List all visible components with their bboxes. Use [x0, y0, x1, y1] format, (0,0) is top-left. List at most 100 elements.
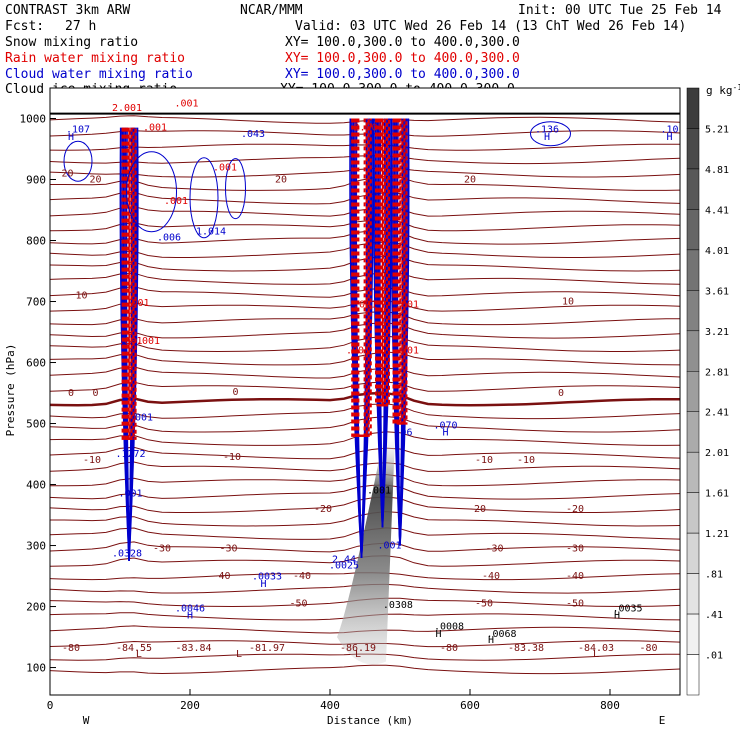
x-tick-label: 0: [47, 699, 54, 712]
temperature-label: L: [136, 649, 142, 660]
cloud-water-label: H: [68, 132, 74, 143]
temperature-label: 0: [558, 388, 564, 399]
colorbar-swatch: [686, 168, 700, 210]
temperature-label: -30: [485, 544, 503, 555]
rain-label: .001: [125, 298, 149, 309]
cloud-water-label: H: [187, 611, 193, 622]
colorbar-label: 3.21: [705, 327, 729, 338]
colorbar-swatch: [686, 573, 700, 615]
rain-contour: [394, 118, 406, 425]
y-tick-label: 400: [26, 479, 46, 492]
temperature-label: -20: [314, 504, 332, 515]
rain-contour: [398, 118, 402, 425]
y-tick-label: 500: [26, 418, 46, 431]
cloud-water-label: .136: [535, 125, 559, 136]
cloud-water-blob: [189, 157, 219, 239]
colorbar-swatch: [686, 532, 700, 574]
colorbar-swatch: [686, 330, 700, 372]
temperature-label: -30: [219, 544, 237, 555]
rain-contour: [377, 118, 388, 407]
colorbar-label: 5.21: [705, 124, 729, 135]
temperature-label: -20: [566, 504, 584, 515]
x-tick-label: 400: [320, 699, 340, 712]
legend-rain: Rain water mixing ratio: [5, 51, 185, 66]
snow-label: .0035: [612, 603, 642, 614]
west-label: W: [83, 714, 90, 727]
snow-label: .0308: [383, 600, 413, 611]
cloud-water-label: H: [544, 132, 550, 143]
temperature-label: -80: [62, 643, 80, 654]
cloud-water-label: 2.44: [332, 555, 356, 566]
isotherm: [50, 175, 680, 191]
rain-label: .001: [213, 162, 237, 173]
convective-column: [119, 127, 139, 561]
temperature-label: 0: [376, 388, 382, 399]
snow-label: .001: [367, 486, 391, 497]
cloud-water-label: .006: [157, 233, 181, 244]
y-tick-label: 800: [26, 235, 46, 248]
cloud-water-label: H: [442, 428, 448, 439]
colorbar-label: 4.81: [705, 165, 729, 176]
cloud-water-label: .001: [118, 489, 142, 500]
rain-label: .001: [136, 336, 160, 347]
cloud-water-label: .0025: [329, 561, 359, 572]
cloud-water-label: H: [260, 579, 266, 590]
cloud-water-label: .0328: [112, 549, 142, 560]
legend-cloud-water-xy: XY= 100.0,300.0 to 400.0,300.0: [285, 67, 520, 82]
snow-label: .0008: [434, 622, 464, 633]
colorbar: 5.21 4.81 4.41 4.01 3.61 3.21 2.81 2.41 2.01 1.61…: [686, 87, 729, 696]
colorbar-label: 1.21: [705, 529, 729, 540]
cloud-water-label: .070: [433, 420, 457, 431]
rain-label: .001: [346, 345, 370, 356]
legend-rain-xy: XY= 100.0,300.0 to 400.0,300.0: [285, 51, 520, 66]
temperature-label: 20: [464, 175, 476, 186]
isotherm: [50, 219, 680, 232]
rain-label: .001: [143, 123, 167, 134]
rain-label: .001: [164, 196, 188, 207]
rain-contour: [381, 118, 384, 407]
cloud-water-blob: [530, 121, 571, 147]
temperature-label: -40: [293, 571, 311, 582]
temperature-label: -86.19: [340, 643, 376, 654]
fcst-label: Fcst:: [5, 19, 44, 34]
rain-label: .001: [395, 345, 419, 356]
temperature-label: 0: [68, 388, 74, 399]
colorbar-swatch: [686, 209, 700, 251]
x-tick-label: 200: [180, 699, 200, 712]
temperature-label: -40: [482, 571, 500, 582]
cloud-water-label: .10: [660, 125, 678, 136]
x-axis: 0 200 400 600 800: [47, 689, 620, 712]
isotherm: [50, 511, 680, 527]
cloud-water-contour: [125, 127, 133, 561]
colorbar-swatch: [686, 371, 700, 412]
cloud-water-label: .1272: [115, 449, 145, 460]
temperature-label: -40: [212, 571, 230, 582]
cloud-water-label: .001: [129, 412, 153, 423]
y-tick-label: 200: [26, 601, 46, 614]
isotherm: [50, 311, 680, 326]
cloud-water-label: .96: [394, 428, 412, 439]
rain-label: 2.001: [112, 103, 142, 114]
temperature-label: -30: [153, 544, 171, 555]
valid-label: Valid: 03 UTC Wed 26 Feb 14 (13 ChT Wed …: [295, 19, 686, 34]
temperature-label: -80: [440, 643, 458, 654]
colorbar-swatch: [686, 654, 700, 696]
temperature-label: 0: [232, 387, 238, 398]
cloud-water-label: .107: [66, 125, 90, 136]
y-axis-label: Pressure (hPa): [4, 344, 17, 437]
cloud-water-blob: [63, 140, 93, 182]
colorbar-label: .81: [705, 570, 723, 581]
rain-label: .001: [353, 300, 377, 311]
temperature-label: -10: [223, 452, 241, 463]
convective-column: [349, 118, 374, 558]
cloud-water-label: .043: [241, 129, 265, 140]
rain-contour: [127, 127, 131, 440]
x-tick-label: 800: [600, 699, 620, 712]
temperature-label: -80: [639, 643, 657, 654]
temperature-label: -50: [566, 599, 584, 610]
colorbar-label: .41: [705, 610, 723, 621]
y-tick-label: 300: [26, 540, 46, 553]
y-tick-label: 600: [26, 357, 46, 370]
temperature-label: L: [236, 649, 242, 660]
